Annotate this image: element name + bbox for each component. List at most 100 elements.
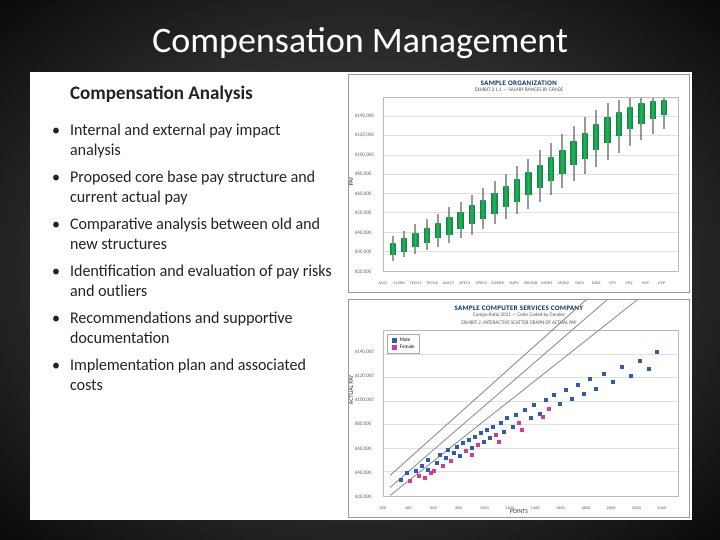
x-tick-label: TECH1 [410, 281, 422, 286]
scatter-point [444, 456, 448, 460]
x-tick-label: MGR2 [558, 281, 569, 286]
scatter-point [511, 425, 515, 429]
scatter-point [514, 413, 518, 417]
content-area: Compensation Analysis Internal and exter… [30, 72, 692, 520]
y-tick-label: $120,000 [355, 132, 374, 138]
x-tick-label: CLERK [394, 281, 405, 286]
scatter-point [485, 428, 489, 432]
scatter-point [426, 458, 430, 462]
scatter-point [441, 464, 445, 468]
scatter-point [594, 387, 598, 391]
scatter-point [461, 441, 465, 445]
scatter-point [499, 421, 503, 425]
scatter-point [570, 397, 574, 401]
box-bar [435, 223, 441, 239]
x-tick-label: TECH2 [426, 281, 438, 286]
trend-line [389, 299, 672, 496]
scatter-point [517, 421, 521, 425]
x-tick-label: SPEC1 [459, 281, 470, 286]
x-tick-label: 800 [455, 506, 462, 511]
scatter-point [399, 478, 403, 482]
y-tick-label: $100,000 [355, 397, 374, 403]
scatter-point [505, 416, 509, 420]
x-tick-label: 1800 [581, 506, 590, 511]
bullet-item: Comparative analysis between old and new… [52, 215, 334, 255]
y-tick-label: $40,000 [355, 470, 371, 476]
slide-title: Compensation Management [0, 0, 720, 68]
chart2-plot-area [383, 330, 679, 497]
chart-scatter: SAMPLE COMPUTER SERVICES COMPANY Compa-R… [348, 299, 690, 518]
scatter-point [467, 438, 471, 442]
chart1-plot-area [383, 97, 679, 272]
left-column: Compensation Analysis Internal and exter… [30, 72, 348, 520]
box-bar [537, 165, 543, 187]
scatter-point [655, 350, 659, 354]
scatter-point [544, 398, 548, 402]
x-tick-label: 1400 [530, 506, 539, 511]
scatter-point [647, 367, 651, 371]
x-tick-label: 1200 [505, 506, 514, 511]
scatter-point [529, 416, 533, 420]
chart2-subtitle2: EXHIBIT 2. INTERACTIVE SCATTER GRAPH OF … [349, 320, 689, 328]
y-tick-label: $60,000 [355, 446, 371, 452]
box-bar [661, 100, 667, 116]
x-tick-label: 400 [405, 506, 412, 511]
x-tick-label: ASST [378, 281, 387, 286]
x-tick-label: VP2 [625, 281, 632, 286]
legend-item: Male [392, 337, 415, 344]
y-tick-label: $120,000 [355, 373, 374, 379]
x-tick-label: 1600 [556, 506, 565, 511]
scatter-point [494, 433, 498, 437]
chart-boxplot: SAMPLE ORGANIZATION EXHIBIT 2.1.1 — SALA… [348, 74, 690, 293]
x-tick-label: VP1 [609, 281, 616, 286]
box-bar [593, 124, 599, 150]
y-tick-label: $60,000 [355, 191, 371, 197]
y-tick-label: $50,000 [355, 210, 371, 216]
legend-item: Female [392, 344, 415, 351]
box-bar [559, 150, 565, 174]
y-tick-label: $20,000 [355, 494, 371, 500]
scatter-point [558, 402, 562, 406]
scatter-point [420, 464, 424, 468]
scatter-point [611, 380, 615, 384]
chart2-ylabel: ACTUAL PAY [348, 374, 355, 403]
scatter-point [435, 461, 439, 465]
scatter-point [470, 453, 474, 457]
box-bar [525, 172, 531, 194]
chart2-subtitle: Compa-Ratio 2011 — Color Coded by Gender [349, 312, 689, 320]
y-tick-label: $80,000 [355, 421, 371, 427]
box-bar [424, 228, 430, 244]
chart1-ylabel: PAY [348, 176, 355, 185]
scatter-point [638, 359, 642, 363]
right-column: SAMPLE ORGANIZATION EXHIBIT 2.1.1 — SALA… [348, 72, 692, 520]
x-tick-label: 1000 [480, 506, 489, 511]
scatter-point [582, 392, 586, 396]
x-tick-label: SRMGR [524, 281, 538, 286]
y-tick-label: $80,000 [355, 171, 371, 177]
scatter-point [502, 430, 506, 434]
scatter-point [523, 408, 527, 412]
chart2-title: SAMPLE COMPUTER SERVICES COMPANY [349, 300, 689, 312]
y-tick-label: $100,000 [355, 152, 374, 158]
x-tick-label: 2200 [632, 506, 641, 511]
box-bar [491, 193, 497, 214]
box-bar [627, 107, 633, 129]
scatter-point [488, 436, 492, 440]
scatter-point [432, 469, 436, 473]
x-tick-label: DIR1 [575, 281, 584, 286]
x-tick-label: EVP [658, 281, 665, 286]
scatter-point [541, 415, 545, 419]
scatter-point [423, 476, 427, 480]
box-bar [503, 186, 509, 207]
scatter-point [479, 431, 483, 435]
x-tick-label: SUPV [509, 281, 519, 286]
chart1-title: SAMPLE ORGANIZATION [349, 75, 689, 87]
scatter-point [417, 474, 421, 478]
chart2-legend: MaleFemale [387, 334, 420, 354]
box-bar [548, 157, 554, 181]
box-bar [390, 243, 396, 255]
scatter-point [482, 440, 486, 444]
box-bar [650, 101, 656, 118]
scatter-point [532, 403, 536, 407]
y-tick-label: $40,000 [355, 230, 371, 236]
